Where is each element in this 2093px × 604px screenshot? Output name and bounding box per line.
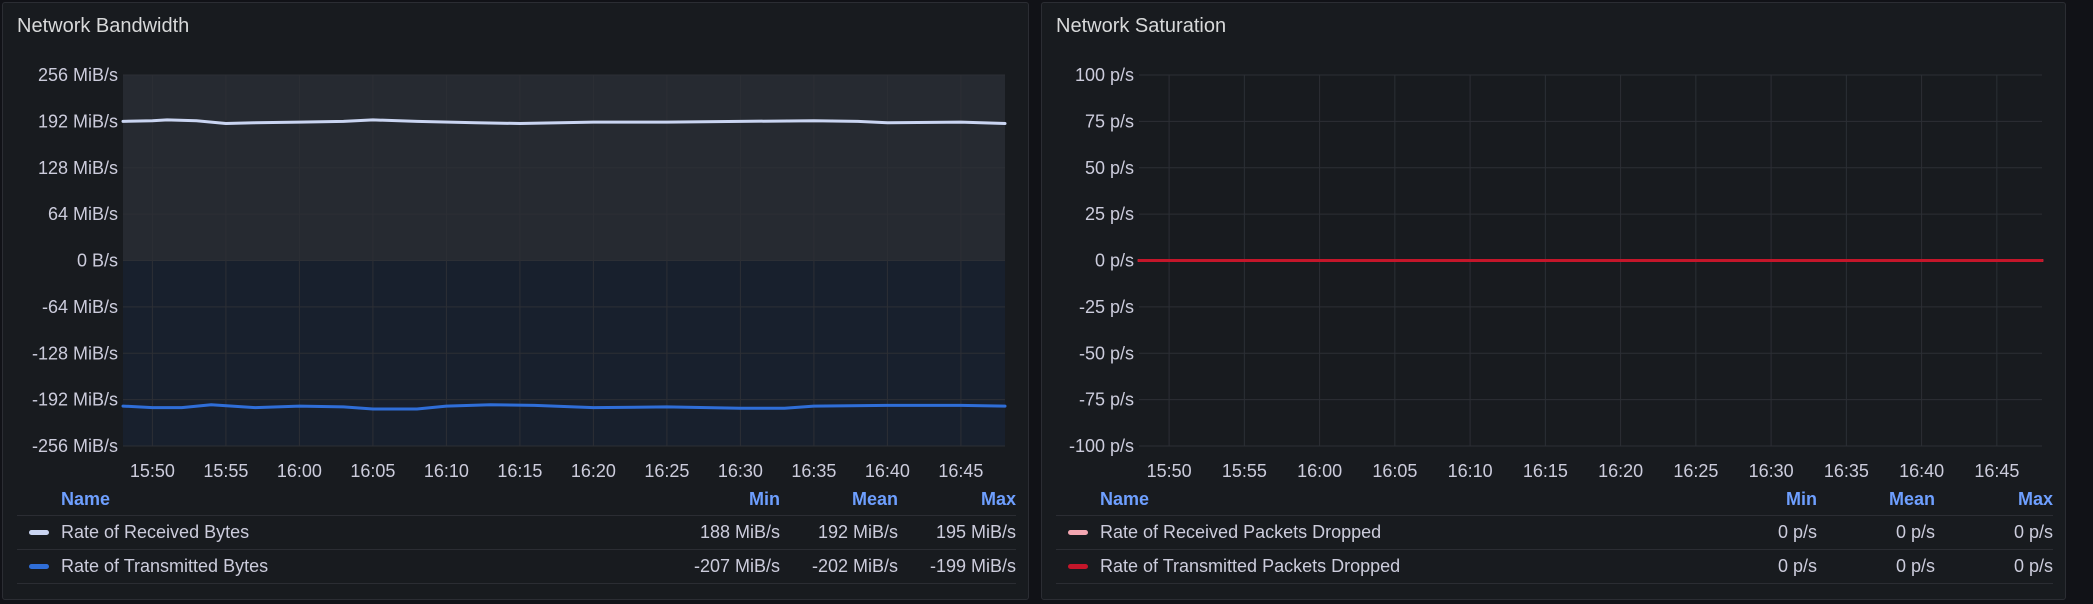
- x-tick-label: 16:40: [1899, 461, 1944, 481]
- legend-series-name[interactable]: Rate of Transmitted Packets Dropped: [1100, 556, 1401, 576]
- x-tick-label: 16:30: [1749, 461, 1794, 481]
- legend-row-received-bytes[interactable]: Rate of Received Bytes 188 MiB/s 192 MiB…: [17, 516, 1016, 550]
- legend-row-transmitted-bytes[interactable]: Rate of Transmitted Bytes -207 MiB/s -20…: [17, 550, 1016, 584]
- legend-header-max[interactable]: Max: [2017, 489, 2053, 509]
- y-tick-label: -100 p/s: [1069, 436, 1134, 456]
- x-tick-label: 16:25: [644, 461, 689, 481]
- panel-title[interactable]: Network Saturation: [1056, 15, 1227, 37]
- y-tick-label: -25 p/s: [1079, 297, 1134, 317]
- legend-row-transmitted-dropped[interactable]: Rate of Transmitted Packets Dropped 0 p/…: [1056, 550, 2053, 584]
- legend-header-name[interactable]: Name: [61, 489, 111, 509]
- y-tick-label: 50 p/s: [1085, 158, 1134, 178]
- series-swatch[interactable]: [1068, 530, 1088, 535]
- legend-mean: 0 p/s: [1895, 522, 1935, 542]
- y-tick-label: 0 p/s: [1095, 251, 1134, 271]
- y-tick-label: -192 MiB/s: [32, 390, 118, 410]
- x-tick-label: 15:55: [203, 461, 248, 481]
- y-tick-label: 64 MiB/s: [48, 204, 118, 224]
- bandwidth-chart: 256 MiB/s 192 MiB/s 128 MiB/s 64 MiB/s 0 B/s…: [32, 65, 1007, 481]
- x-tick-label: 16:15: [497, 461, 542, 481]
- series-swatch[interactable]: [29, 564, 49, 569]
- saturation-chart: 100 p/s 75 p/s 50 p/s 25 p/s 0 p/s -25 p/s -50…: [1069, 65, 2044, 481]
- x-tick-label: 16:05: [1372, 461, 1417, 481]
- legend-min: 0 p/s: [1777, 556, 1817, 576]
- y-tick-label: -256 MiB/s: [32, 436, 118, 456]
- series-line-2[interactable]: [121, 403, 1007, 411]
- legend-header-max[interactable]: Max: [980, 489, 1016, 509]
- y-tick-label: 25 p/s: [1085, 204, 1134, 224]
- series-line-1[interactable]: [121, 118, 1007, 125]
- y-tick-label: 128 MiB/s: [38, 158, 118, 178]
- legend-table: Name Min Mean Max Rate of Received Packe…: [1056, 484, 2053, 584]
- legend-max: 0 p/s: [2013, 522, 2053, 542]
- x-tick-label: 16:25: [1673, 461, 1718, 481]
- x-tick-label: 15:55: [1222, 461, 1267, 481]
- x-tick-label: 16:05: [350, 461, 395, 481]
- network-saturation-panel: Network Saturation 100 p/s 75 p/s 50 p/s 25…: [1041, 2, 2066, 600]
- x-tick-label: 16:10: [424, 461, 469, 481]
- y-tick-label: -75 p/s: [1079, 390, 1134, 410]
- series-swatch[interactable]: [29, 530, 49, 535]
- legend-series-name[interactable]: Rate of Transmitted Bytes: [61, 556, 269, 576]
- legend-header-row: Name Min Mean Max: [17, 484, 1016, 516]
- y-tick-label: -128 MiB/s: [32, 343, 118, 363]
- x-tick-label: 16:40: [865, 461, 910, 481]
- x-tick-label: 16:00: [1297, 461, 1342, 481]
- x-tick-label: 16:35: [1824, 461, 1869, 481]
- y-tick-label: 256 MiB/s: [38, 65, 118, 85]
- y-tick-label: 100 p/s: [1075, 65, 1134, 85]
- panel-title[interactable]: Network Bandwidth: [17, 15, 190, 37]
- legend-series-name[interactable]: Rate of Received Packets Dropped: [1100, 522, 1382, 542]
- legend-mean: 192 MiB/s: [817, 522, 898, 542]
- x-tick-label: 16:20: [571, 461, 616, 481]
- x-tick-label: 16:30: [718, 461, 763, 481]
- y-tick-label: 0 B/s: [77, 251, 118, 271]
- x-tick-label: 16:15: [1523, 461, 1568, 481]
- legend-mean: 0 p/s: [1895, 556, 1935, 576]
- series-swatch[interactable]: [1068, 564, 1088, 569]
- y-tick-label: -64 MiB/s: [42, 297, 118, 317]
- legend-max: 0 p/s: [2013, 556, 2053, 576]
- legend-min: -207 MiB/s: [693, 556, 780, 576]
- x-tick-label: 16:10: [1448, 461, 1493, 481]
- legend-max: -199 MiB/s: [929, 556, 1016, 576]
- x-tick-label: 16:00: [277, 461, 322, 481]
- y-tick-label: -50 p/s: [1079, 343, 1134, 363]
- x-tick-label: 16:45: [1974, 461, 2019, 481]
- x-tick-label: 15:50: [130, 461, 175, 481]
- legend-header-name[interactable]: Name: [1100, 489, 1150, 509]
- legend-mean: -202 MiB/s: [811, 556, 898, 576]
- legend-header-mean[interactable]: Mean: [851, 489, 898, 509]
- legend-row-received-dropped[interactable]: Rate of Received Packets Dropped 0 p/s 0…: [1056, 516, 2053, 550]
- legend-min: 188 MiB/s: [699, 522, 780, 542]
- legend-max: 195 MiB/s: [935, 522, 1016, 542]
- x-tick-label: 16:20: [1598, 461, 1643, 481]
- y-tick-label: 75 p/s: [1085, 111, 1134, 131]
- network-bandwidth-panel: Network Bandwidth 256 MiB/s 192 MiB/s 128 …: [2, 2, 1029, 600]
- x-tick-label: 16:45: [938, 461, 983, 481]
- legend-header-mean[interactable]: Mean: [1888, 489, 1935, 509]
- y-tick-label: 192 MiB/s: [38, 111, 118, 131]
- legend-series-name[interactable]: Rate of Received Bytes: [61, 522, 250, 542]
- legend-header-min[interactable]: Min: [1786, 489, 1817, 509]
- x-tick-label: 15:50: [1147, 461, 1192, 481]
- legend-header-min[interactable]: Min: [749, 489, 780, 509]
- x-tick-label: 16:35: [791, 461, 836, 481]
- legend-header-row: Name Min Mean Max: [1056, 484, 2053, 516]
- legend-min: 0 p/s: [1777, 522, 1817, 542]
- legend-table: Name Min Mean Max Rate of Received Bytes…: [17, 484, 1016, 584]
